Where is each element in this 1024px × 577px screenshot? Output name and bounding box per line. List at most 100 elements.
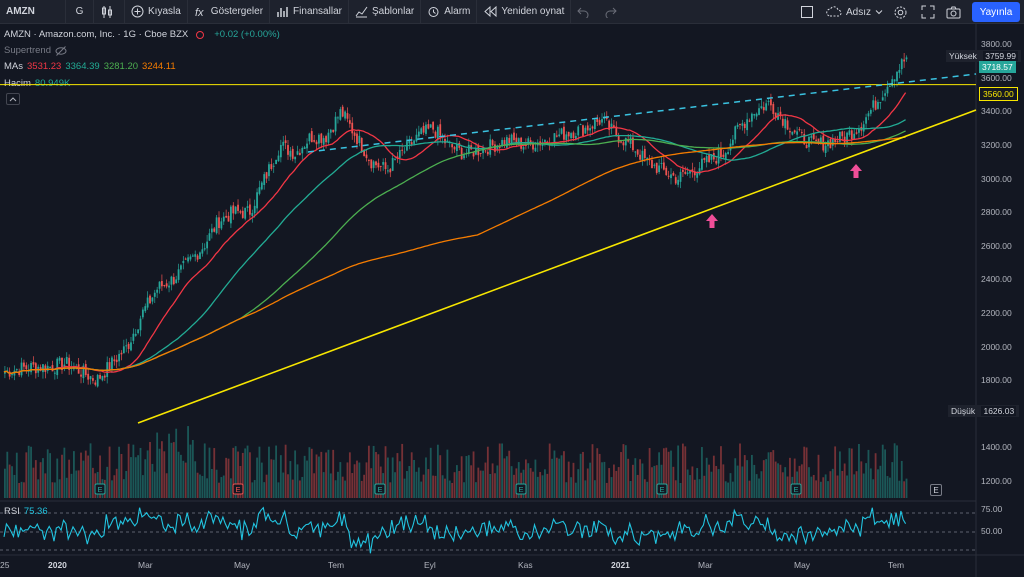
volume-bar <box>382 473 385 498</box>
alarm-button[interactable]: Alarm <box>421 0 478 24</box>
volume-bar <box>237 451 239 498</box>
candle-body <box>572 132 575 139</box>
volume-bar <box>896 445 898 498</box>
volume-bar <box>753 464 756 498</box>
settings-button[interactable] <box>893 0 908 24</box>
candle-body <box>199 252 201 259</box>
candle-body <box>529 140 532 143</box>
candle-body <box>246 206 249 208</box>
volume-bar <box>149 442 151 498</box>
earnings-letter: E <box>793 485 798 494</box>
supertrend-legend[interactable]: Supertrend <box>4 45 67 56</box>
volume-bar <box>781 472 784 498</box>
candle-body <box>120 352 123 355</box>
candle-body <box>289 150 292 157</box>
volume-bar <box>351 473 354 498</box>
replay-button[interactable]: Yeniden oynat <box>477 0 572 24</box>
eye-off-icon[interactable] <box>55 45 67 56</box>
volume-bar <box>850 448 853 498</box>
redo-button[interactable] <box>599 0 627 24</box>
candle-body <box>291 148 294 159</box>
candle-body <box>134 333 137 336</box>
volume-bar <box>839 451 841 498</box>
templates-button[interactable]: Şablonlar <box>349 0 422 24</box>
candles-icon <box>102 5 112 18</box>
volume-bar <box>539 472 542 498</box>
volume-bar <box>615 470 618 498</box>
volume-bar <box>717 469 720 498</box>
layout-toggle[interactable] <box>800 0 814 24</box>
mas-legend[interactable]: MAs 3531.23 3364.39 3281.20 3244.11 <box>4 61 176 72</box>
volume-bar <box>256 457 258 498</box>
rsi-legend[interactable]: RSI 75.36 <box>4 506 48 517</box>
undo-button[interactable] <box>571 0 599 24</box>
candle-body <box>379 165 382 167</box>
volume-bar <box>510 466 513 498</box>
candle-body <box>441 136 444 139</box>
candle-body <box>653 164 656 166</box>
publish-button[interactable]: Yayınla <box>972 2 1020 22</box>
candle-body <box>408 139 411 144</box>
volume-bar <box>251 482 254 498</box>
volume-bar <box>268 446 270 498</box>
candle-body <box>298 152 301 155</box>
collapse-legend-button[interactable] <box>6 93 20 105</box>
candle-body <box>696 173 699 178</box>
volume-bar <box>869 468 872 498</box>
volume-bar <box>810 476 813 498</box>
candle-body <box>810 135 813 138</box>
candle-body <box>15 369 18 371</box>
compare-button[interactable]: Kıyasla <box>125 0 188 24</box>
interval-button[interactable]: G <box>66 0 94 24</box>
fullscreen-button[interactable] <box>921 0 935 24</box>
candle-body <box>839 131 841 142</box>
volume-bar <box>348 452 351 498</box>
volume-bar <box>584 480 587 498</box>
candle-body <box>153 292 156 297</box>
volume-bar <box>772 450 775 498</box>
candle-body <box>301 147 304 154</box>
volume-bar <box>565 482 568 498</box>
volume-bar <box>441 475 444 498</box>
volume-bar <box>765 459 768 498</box>
snapshot-button[interactable] <box>946 0 961 24</box>
candle-body <box>596 118 599 122</box>
candle-body <box>101 376 104 381</box>
volume-bar <box>456 465 458 498</box>
volume-bar <box>679 482 682 498</box>
volume-bar <box>260 462 263 498</box>
volume-bar <box>99 455 101 498</box>
volume-bar <box>446 449 449 498</box>
volume-bar <box>108 446 111 498</box>
volume-bar <box>346 462 349 498</box>
symbol-search[interactable]: AMZN <box>0 0 66 24</box>
high-label: Yüksek <box>949 51 977 61</box>
chart-type-button[interactable] <box>94 0 125 24</box>
plus-circle-icon <box>131 5 144 18</box>
candle-body <box>13 370 16 376</box>
indicators-button[interactable]: fx Göstergeler <box>188 0 271 24</box>
volume-legend[interactable]: Hacim 80.949K <box>4 78 70 89</box>
volume-bar <box>436 444 439 498</box>
candle-body <box>708 154 710 162</box>
volume-bar <box>365 462 368 498</box>
financials-button[interactable]: Finansallar <box>270 0 349 24</box>
candle-body <box>180 265 182 270</box>
volume-bar <box>712 455 715 498</box>
volume-bar <box>893 443 896 498</box>
time-tick: Kas <box>518 560 533 570</box>
volume-bar <box>548 443 551 498</box>
candle-body <box>477 145 480 156</box>
candle-body <box>517 138 520 145</box>
layout-name-button[interactable]: Adsız <box>826 0 883 24</box>
volume-bar <box>398 461 401 498</box>
candle-body <box>691 169 694 173</box>
candle-body <box>591 126 594 129</box>
low-tag: Düşük 1626.03 <box>948 405 1020 417</box>
candle-body <box>898 69 901 73</box>
candle-body <box>8 371 11 377</box>
candle-body <box>579 124 582 126</box>
earnings-future-marker[interactable]: E <box>930 484 942 496</box>
volume-bar <box>18 482 21 498</box>
